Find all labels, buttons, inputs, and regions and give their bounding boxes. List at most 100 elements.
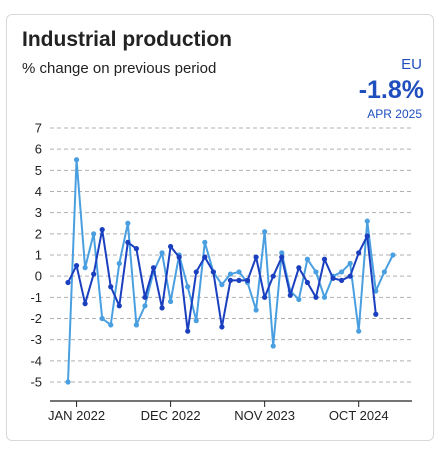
data-point — [321, 256, 328, 262]
y-tick-label: 3 — [35, 205, 42, 220]
data-point — [227, 271, 234, 277]
data-point — [133, 246, 139, 252]
data-point — [356, 250, 362, 256]
data-point — [116, 303, 122, 309]
data-point — [133, 322, 139, 328]
data-point — [65, 379, 71, 385]
series-line — [67, 158, 394, 383]
x-tick-label: OCT 2024 — [329, 408, 389, 423]
data-point — [142, 294, 148, 300]
y-axis-ticks: 7 6 5 4 3 2 1 0 -1 -2 -3 -4 -5 — [30, 121, 42, 390]
chart-card — [6, 14, 434, 441]
data-point — [125, 220, 131, 226]
data-point — [270, 273, 276, 279]
data-point — [219, 282, 225, 288]
data-point — [313, 269, 319, 275]
data-point — [321, 294, 328, 300]
data-point — [244, 277, 251, 283]
data-point — [202, 254, 208, 260]
data-point — [347, 273, 353, 279]
data-point — [65, 279, 71, 286]
x-tick-label: NOV 2023 — [234, 408, 295, 423]
x-axis-ticks: JAN 2022 DEC 2022 NOV 2023 OCT 2024 — [48, 401, 389, 423]
data-point — [82, 265, 88, 271]
data-point — [99, 315, 105, 322]
data-point — [339, 277, 345, 283]
data-point — [99, 227, 105, 233]
y-tick-label: 4 — [35, 184, 42, 199]
y-tick-label: 5 — [35, 163, 42, 178]
data-point — [339, 269, 345, 275]
data-point — [219, 324, 225, 330]
data-point — [356, 328, 362, 334]
data-point — [159, 305, 165, 311]
y-tick-label: 1 — [35, 248, 42, 263]
data-point — [390, 252, 396, 258]
data-point — [125, 239, 131, 245]
y-tick-label: -2 — [30, 311, 42, 326]
data-point — [227, 277, 234, 283]
y-tick-label: -3 — [30, 332, 42, 347]
data-point — [150, 265, 157, 271]
data-point — [185, 284, 191, 290]
data-point — [287, 292, 293, 298]
data-point — [296, 296, 302, 303]
data-point — [210, 269, 216, 275]
data-point — [193, 318, 199, 324]
data-point — [304, 279, 310, 286]
headline-value: -1.8% — [358, 76, 424, 104]
y-tick-label: 7 — [35, 121, 42, 136]
y-tick-label: 6 — [35, 142, 42, 157]
data-point — [270, 343, 276, 349]
data-point — [91, 231, 97, 237]
data-point — [296, 265, 302, 271]
data-point — [373, 288, 379, 294]
data-point — [313, 294, 319, 300]
data-point — [142, 303, 148, 309]
y-tick-label: -4 — [30, 353, 42, 368]
data-point — [373, 311, 379, 317]
series-line — [67, 228, 377, 333]
series-layer — [65, 157, 396, 385]
region-label: EU — [401, 56, 422, 73]
data-point — [262, 229, 268, 235]
data-point — [193, 269, 199, 275]
data-point — [236, 277, 242, 283]
data-point — [279, 254, 285, 260]
data-point — [347, 260, 353, 267]
data-point — [73, 157, 80, 163]
chart-subtitle: % change on previous period — [22, 60, 217, 77]
data-point — [116, 260, 122, 267]
data-point — [330, 275, 336, 281]
data-point — [176, 254, 182, 260]
data-point — [159, 250, 165, 256]
data-point — [304, 256, 310, 262]
data-point — [91, 271, 97, 277]
data-point — [262, 294, 268, 300]
y-tick-label: 2 — [35, 226, 42, 241]
series-series_dark — [65, 227, 379, 334]
data-point — [108, 284, 114, 290]
data-point — [168, 298, 174, 305]
data-point — [185, 328, 191, 334]
data-point — [202, 239, 208, 245]
data-point — [253, 254, 259, 260]
y-tick-label: -5 — [30, 375, 42, 390]
chart-title: Industrial production — [22, 28, 232, 51]
headline-period: APR 2025 — [367, 107, 422, 121]
data-point — [381, 269, 387, 275]
data-point — [364, 218, 370, 224]
x-tick-label: JAN 2022 — [48, 408, 105, 423]
data-point — [253, 307, 259, 313]
data-point — [82, 301, 88, 307]
data-point — [279, 250, 285, 256]
data-point — [73, 262, 80, 269]
data-point — [168, 243, 174, 250]
data-point — [364, 233, 370, 239]
y-tick-label: 0 — [35, 269, 42, 284]
data-point — [236, 269, 242, 275]
x-tick-label: DEC 2022 — [141, 408, 201, 423]
data-point — [108, 322, 114, 328]
y-tick-label: -1 — [30, 290, 42, 305]
